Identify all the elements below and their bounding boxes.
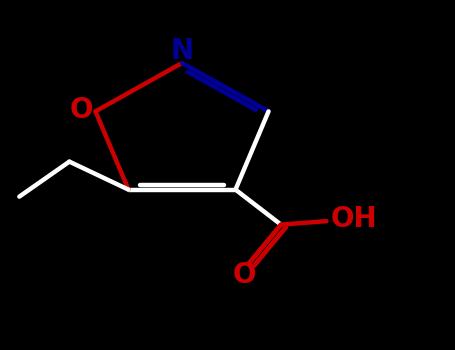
Text: N: N bbox=[171, 37, 193, 65]
Text: OH: OH bbox=[330, 205, 377, 233]
Text: O: O bbox=[70, 96, 94, 124]
Text: O: O bbox=[233, 261, 256, 289]
